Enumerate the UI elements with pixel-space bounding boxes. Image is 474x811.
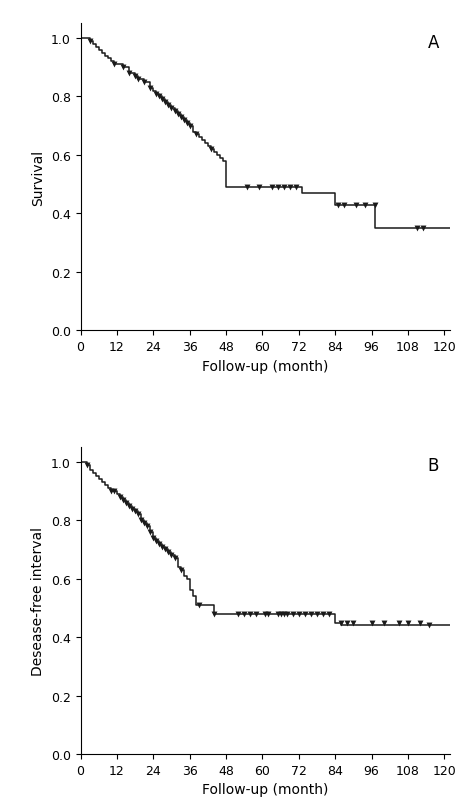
Point bbox=[149, 531, 157, 544]
Point bbox=[155, 538, 163, 551]
Point bbox=[140, 517, 148, 530]
Point bbox=[419, 222, 427, 235]
Point bbox=[134, 508, 142, 521]
Point bbox=[280, 182, 287, 195]
Point bbox=[353, 199, 360, 212]
Point bbox=[119, 62, 127, 75]
Point bbox=[168, 549, 175, 562]
Point bbox=[192, 129, 200, 142]
Point bbox=[274, 607, 282, 620]
Point bbox=[307, 607, 315, 620]
Point bbox=[195, 599, 202, 611]
Point bbox=[164, 547, 172, 560]
Point bbox=[240, 607, 248, 620]
Point bbox=[137, 514, 145, 527]
Point bbox=[246, 607, 254, 620]
Point bbox=[368, 616, 375, 629]
Point bbox=[159, 94, 166, 107]
X-axis label: Follow-up (month): Follow-up (month) bbox=[202, 783, 328, 796]
Point bbox=[425, 620, 433, 633]
Point bbox=[155, 91, 163, 104]
Point bbox=[286, 182, 293, 195]
Point bbox=[210, 607, 218, 620]
Point bbox=[162, 97, 169, 109]
Point bbox=[264, 607, 272, 620]
Point bbox=[134, 73, 142, 86]
Point bbox=[416, 616, 424, 629]
Point bbox=[131, 505, 139, 518]
Point bbox=[146, 526, 154, 539]
Point bbox=[174, 109, 182, 122]
Point bbox=[171, 552, 178, 565]
Point bbox=[244, 182, 251, 195]
Point bbox=[153, 534, 160, 547]
Point bbox=[413, 222, 421, 235]
Point bbox=[404, 616, 411, 629]
Point bbox=[171, 105, 178, 118]
Point bbox=[280, 607, 287, 620]
Point bbox=[262, 607, 269, 620]
Point bbox=[168, 102, 175, 115]
Point bbox=[107, 485, 115, 498]
Point bbox=[255, 182, 263, 195]
Point bbox=[116, 491, 124, 504]
Y-axis label: Survival: Survival bbox=[31, 150, 46, 206]
Point bbox=[177, 111, 184, 124]
Point bbox=[125, 67, 133, 80]
Point bbox=[334, 199, 342, 212]
Text: B: B bbox=[428, 457, 439, 474]
Y-axis label: Desease-free interval: Desease-free interval bbox=[31, 526, 46, 676]
Point bbox=[395, 616, 402, 629]
Point bbox=[110, 58, 118, 71]
Point bbox=[283, 607, 291, 620]
Point bbox=[344, 616, 351, 629]
Point bbox=[86, 36, 93, 49]
Point bbox=[277, 607, 284, 620]
Point bbox=[337, 616, 345, 629]
Point bbox=[110, 485, 118, 498]
Point bbox=[253, 607, 260, 620]
Point bbox=[153, 88, 160, 101]
Point bbox=[180, 114, 187, 127]
Point bbox=[119, 494, 127, 507]
Point bbox=[289, 607, 297, 620]
Point bbox=[144, 520, 151, 533]
Point bbox=[340, 199, 348, 212]
Point bbox=[186, 120, 193, 133]
Point bbox=[146, 82, 154, 95]
Point bbox=[125, 500, 133, 513]
Point bbox=[159, 540, 166, 553]
Point bbox=[234, 607, 242, 620]
Point bbox=[207, 144, 215, 157]
Point bbox=[301, 607, 309, 620]
Point bbox=[313, 607, 321, 620]
Point bbox=[177, 564, 184, 577]
Point bbox=[128, 502, 136, 515]
Point bbox=[131, 71, 139, 84]
Point bbox=[380, 616, 387, 629]
Point bbox=[325, 607, 333, 620]
Point bbox=[292, 182, 300, 195]
Point bbox=[83, 458, 91, 471]
X-axis label: Follow-up (month): Follow-up (month) bbox=[202, 359, 328, 373]
Point bbox=[183, 117, 191, 130]
Point bbox=[295, 607, 302, 620]
Point bbox=[349, 616, 357, 629]
Point bbox=[164, 100, 172, 113]
Text: A: A bbox=[428, 33, 439, 52]
Point bbox=[362, 199, 369, 212]
Point bbox=[122, 496, 130, 509]
Point bbox=[371, 199, 378, 212]
Point bbox=[274, 182, 282, 195]
Point bbox=[268, 182, 275, 195]
Point bbox=[162, 543, 169, 556]
Point bbox=[319, 607, 327, 620]
Point bbox=[140, 76, 148, 89]
